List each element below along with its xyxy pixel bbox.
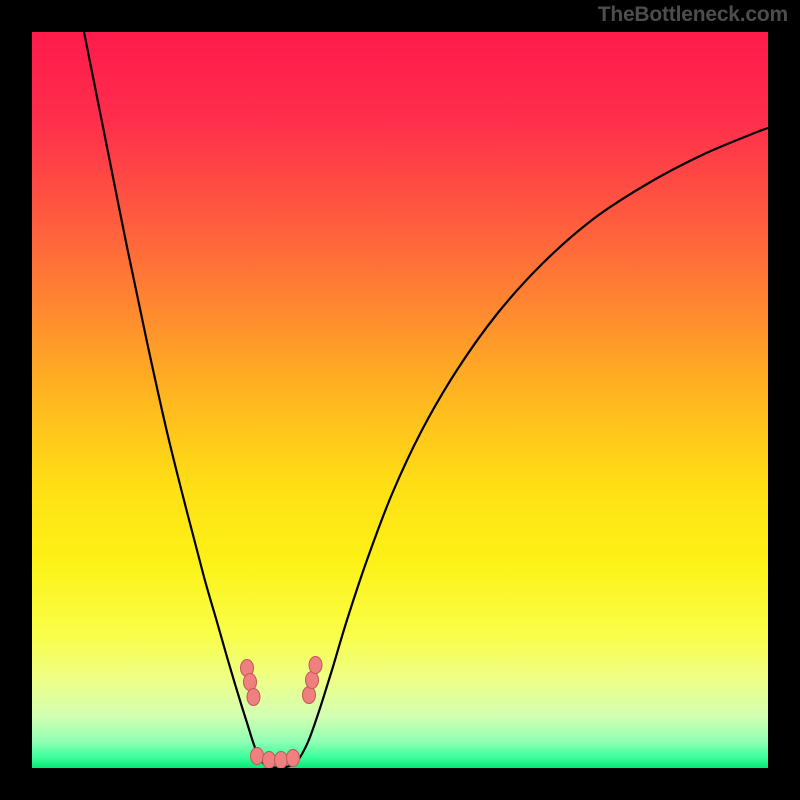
data-marker: [244, 674, 257, 691]
data-marker: [263, 752, 276, 769]
data-marker: [303, 687, 316, 704]
data-marker: [306, 672, 319, 689]
chart-svg: [32, 32, 768, 768]
plot-area: [32, 32, 768, 768]
chart-frame: TheBottleneck.com: [0, 0, 800, 800]
data-marker: [309, 657, 322, 674]
watermark-text: TheBottleneck.com: [598, 3, 788, 27]
data-marker: [287, 750, 300, 767]
gradient-background: [32, 32, 768, 768]
data-marker: [275, 752, 288, 769]
data-marker: [251, 748, 264, 765]
data-marker: [247, 689, 260, 706]
